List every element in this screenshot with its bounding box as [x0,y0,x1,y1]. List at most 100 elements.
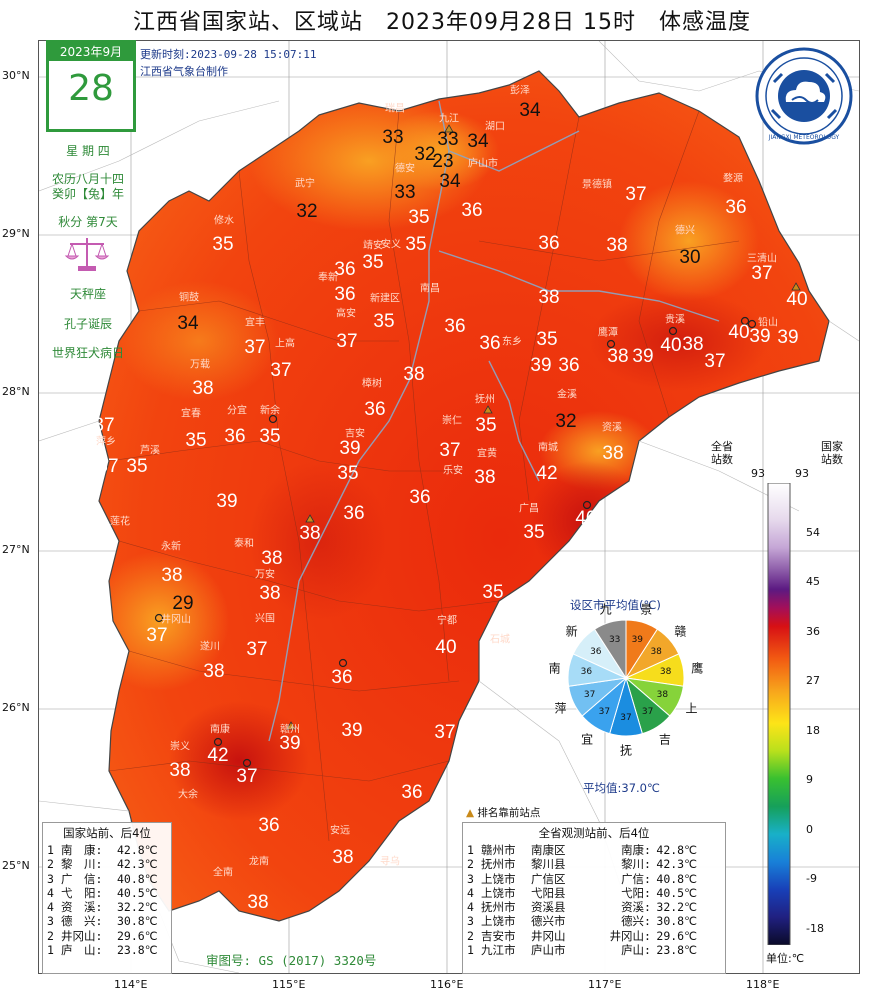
temperature-value: 33 [394,182,416,203]
station-name: 庐 山: [61,943,103,958]
city-name: 吉安市 [481,928,516,943]
colorbar-tick-label: -9 [806,872,817,885]
rank-number: 2 [47,857,54,872]
colorbar-tick-label: 27 [806,674,820,687]
colorbar-tick-label: 0 [806,822,813,836]
city-label: 广昌 [519,503,539,515]
station-name: 广 信: [61,871,103,886]
lat-tick-label: 29°N [2,227,30,240]
temperature-value: 35 [373,311,395,332]
lon-tick-label: 115°E [272,978,306,991]
city-label: 宁都 [437,615,457,627]
county-name: 广信区 [531,871,566,886]
colorbar-tick-label: 9 [806,773,813,786]
meteorology-logo: JIANGXI METEOROLOGY [754,46,854,150]
lon-tick-label: 117°E [588,978,622,991]
libra-scale-icon [64,234,110,274]
city-label: 全南 [213,867,233,879]
rank-number: 1 [467,843,474,857]
temperature-value: 35 [259,426,281,447]
all-ranking-row: 4 上饶市 弋阳县 弋阳: 40.5℃ [463,886,725,900]
pie-slice-value: 39 [631,634,644,645]
temperature-value: 38 [169,760,191,781]
station-value: 30.8℃ [656,914,697,929]
temperature-value: 36 [461,200,483,221]
rank-number: 2 [47,928,54,943]
city-label: 南康 [210,724,230,736]
pie-slice-value: 37 [620,713,632,723]
temperature-value: 37 [244,337,266,358]
city-name: 赣州市 [481,843,516,857]
temperature-value: 38 [607,346,629,367]
county-name: 资溪县 [531,900,566,915]
station-circle-marker [740,316,750,326]
temperature-value: 33 [382,127,404,148]
pie-slice-value: 37 [598,706,611,717]
rank-number: 1 [47,843,54,857]
temperature-value: 32 [296,201,318,222]
zodiac-text: 天秤座 [69,287,106,301]
city-label: 景德镇 [582,179,612,191]
lon-tick-label: 116°E [430,978,464,991]
national-ranking-row: 1 庐 山: 23.8℃ [43,943,171,957]
station-value: 42.3℃ [117,857,158,872]
temperature-value: 40 [728,322,750,343]
temperature-value: 40 [575,508,597,529]
station-name: 广信: [621,871,651,886]
rank-number: 1 [47,943,54,958]
city-label: 泰和 [234,538,254,550]
lon-tick-label: 118°E [746,978,780,991]
temperature-value: 39 [341,720,363,741]
national-ranking-header: 国家站前、后4位 [63,826,151,840]
city-name: 抚州市 [481,857,516,872]
city-label: 分宜 [227,405,247,417]
national-ranking-row: 4 弋 阳: 40.5℃ [43,886,171,900]
city-label: 赣州 [280,724,300,736]
unit-label: 单位:℃ [766,952,805,965]
pie-slice-value: 38 [650,646,662,657]
temperature-value: 38 [247,892,269,913]
temperature-value: 35 [475,415,497,436]
city-label: 瑞昌 [385,103,405,115]
temperature-value: 37 [439,440,461,461]
temperature-value: 38 [192,378,214,399]
national-ranking-rows: 1 南 康: 42.8℃ 2 黎 川: 42.3℃ 3 广 信: 40.8℃ 4 弋 阳: 40.5℃… [43,843,171,957]
temperature-value: 37 [751,263,773,284]
city-label: 湖口 [485,121,505,133]
temperature-value: 37 [97,456,119,477]
map-frame [38,40,860,974]
pie-slice-city: 上 [685,701,698,716]
temperature-value: 39 [379,877,401,898]
county-name: 庐山市 [531,943,566,958]
city-label: 资溪 [602,422,622,434]
station-value: 29.6℃ [656,928,697,943]
pie-slice-value: 36 [590,646,602,657]
colorbar-tick-label: -18 [806,921,824,935]
rank-triangle-marker [483,405,493,414]
pie-slice-city: 景 [640,602,653,617]
station-value: 42.8℃ [117,843,158,857]
province-outline [98,70,830,922]
pie-slice-value: 33 [608,634,621,645]
temperature-value: 36 [725,197,747,218]
rank-number: 3 [467,914,474,929]
temperature-value: 37 [246,639,268,660]
temperature-value: 34 [519,100,541,121]
temperature-value: 39 [279,733,301,754]
lat-tick-label: 25°N [2,859,30,872]
station-name: 黎 川: [61,857,103,872]
temperature-value: 35 [126,456,148,477]
station-circle-marker [213,737,223,747]
city-label: 婺源 [723,173,743,185]
rank-number: 3 [47,914,54,929]
temperature-value: 23 [432,151,454,172]
station-name: 德 兴: [61,914,103,929]
station-value: 23.8℃ [656,943,697,958]
station-markers [154,124,801,768]
map-title: 江西省国家站、区域站 2023年09月28日 15时 体感温度 [133,10,751,35]
county-name: 黎川县 [531,857,566,872]
rank-number: 2 [467,857,474,872]
city-label: 莲花 [110,516,130,528]
station-name: 南康: [621,843,651,857]
